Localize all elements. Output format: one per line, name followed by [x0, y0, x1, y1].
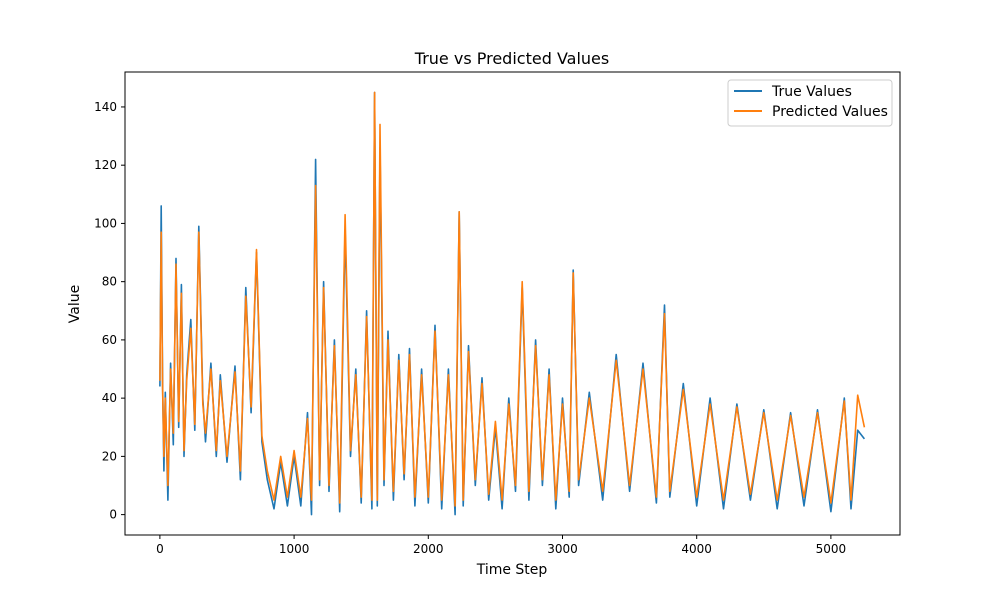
x-tick-label: 5000	[816, 542, 847, 556]
chart-title: True vs Predicted Values	[414, 49, 609, 68]
x-tick-label: 3000	[547, 542, 578, 556]
y-axis-label: Value	[67, 285, 83, 323]
x-axis: 0 1000 2000 3000 4000 5000	[156, 535, 846, 556]
legend: True Values Predicted Values	[727, 79, 893, 127]
y-axis: 0 20 40 60 80 100 120 140	[94, 100, 125, 522]
series-line-predicted-values	[159, 91, 866, 507]
x-tick-label: 4000	[681, 542, 712, 556]
x-tick-label: 2000	[413, 542, 444, 556]
y-tick-label: 0	[109, 508, 117, 522]
x-tick-label: 0	[156, 542, 164, 556]
y-tick-label: 120	[94, 158, 117, 172]
legend-label-true-values: True Values	[771, 84, 852, 100]
y-tick-label: 140	[94, 100, 117, 114]
legend-label-predicted-values: Predicted Values	[772, 104, 888, 120]
x-tick-label: 1000	[279, 542, 310, 556]
y-tick-label: 100	[94, 216, 117, 230]
y-tick-label: 20	[102, 449, 117, 463]
y-tick-label: 80	[102, 275, 117, 289]
x-axis-label: Time Step	[476, 562, 548, 578]
plot-area	[159, 91, 866, 516]
y-tick-label: 40	[102, 391, 117, 405]
legend-box	[727, 79, 893, 127]
axes-frame	[124, 71, 901, 536]
y-tick-label: 60	[102, 333, 117, 347]
